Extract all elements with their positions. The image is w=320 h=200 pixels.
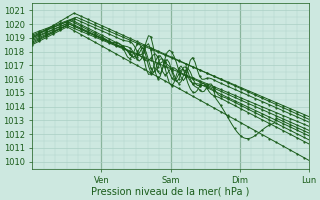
X-axis label: Pression niveau de la mer( hPa ): Pression niveau de la mer( hPa ) — [92, 187, 250, 197]
